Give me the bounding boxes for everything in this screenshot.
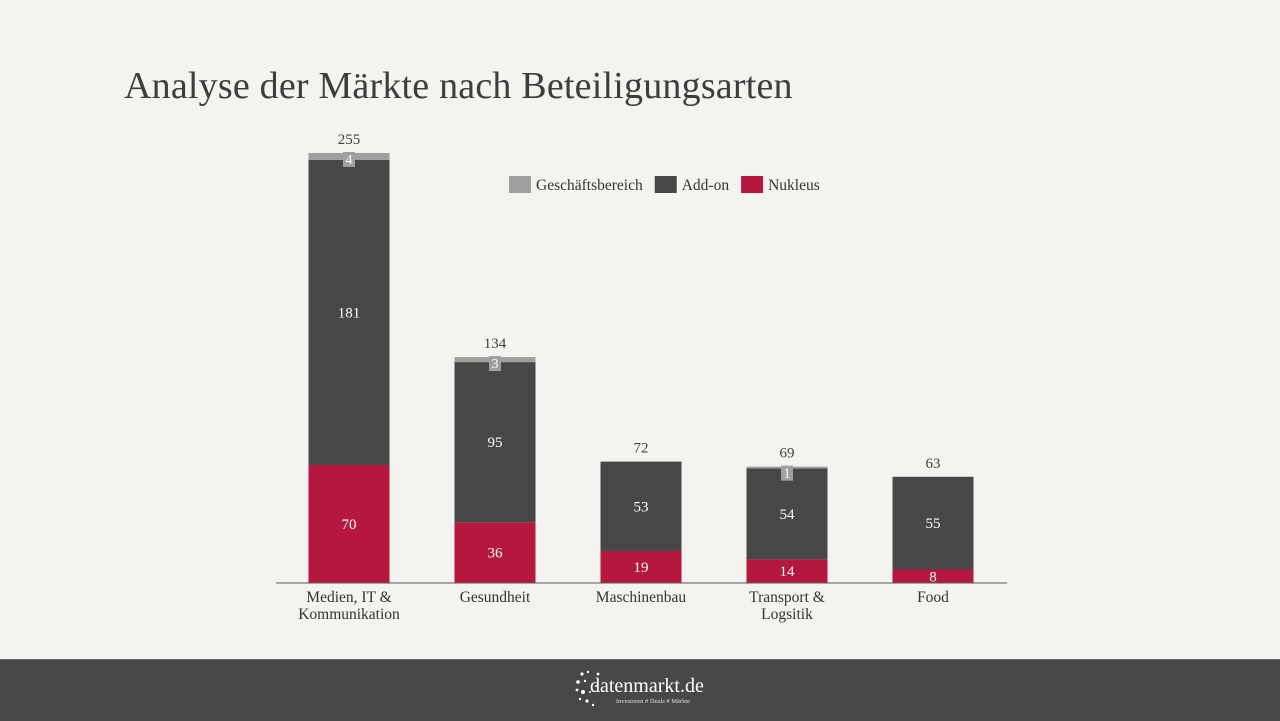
- legend-swatch: [509, 176, 531, 193]
- category-label: Logsitik: [761, 606, 813, 623]
- bar-segment: [308, 159, 390, 465]
- legend-swatch: [741, 176, 764, 193]
- bar-segment: [308, 464, 390, 583]
- data-label: 4: [346, 153, 353, 168]
- bar-segment: [454, 522, 536, 583]
- slide-title: Analyse der Märkte nach Beteiligungsarte…: [124, 65, 793, 107]
- data-label: 8: [929, 569, 937, 585]
- category-label: Food: [917, 589, 949, 606]
- legend-label: Nukleus: [768, 177, 820, 194]
- data-label: 19: [634, 560, 649, 576]
- total-label: 134: [484, 336, 507, 352]
- bar-segment: [600, 461, 682, 551]
- category-label: Kommunikation: [298, 606, 400, 623]
- footer-bar: datenmarkt.de Investoren # Deals # Märkt…: [0, 659, 1280, 721]
- legend-label: Add-on: [682, 177, 730, 194]
- bar-segment: [746, 559, 828, 583]
- datenmarkt-logo[interactable]: datenmarkt.de Investoren # Deals # Märkt…: [574, 668, 714, 714]
- data-label: 14: [780, 564, 796, 580]
- data-label-box: [343, 152, 355, 167]
- total-label: 72: [634, 441, 649, 457]
- logo-text: datenmarkt.de: [590, 675, 704, 697]
- total-label: 63: [926, 456, 941, 472]
- data-label: 36: [488, 546, 504, 562]
- data-label-box: [489, 356, 501, 372]
- legend-label: Geschäftsbereich: [536, 177, 643, 194]
- category-label: Gesundheit: [460, 589, 531, 606]
- bar-segment: [746, 468, 828, 560]
- bar-segment: [454, 362, 536, 523]
- logo-tagline: Investoren # Deals # Märkte: [616, 698, 691, 705]
- legend-swatch: [654, 176, 677, 193]
- data-label: 181: [338, 305, 361, 321]
- total-label: 255: [338, 132, 361, 148]
- data-label: 55: [926, 516, 941, 532]
- category-label: Maschinenbau: [596, 589, 687, 606]
- data-label: 3: [492, 357, 499, 372]
- category-label: Transport &: [749, 589, 825, 606]
- data-label: 54: [780, 507, 796, 523]
- dots-icon: [575, 670, 600, 707]
- data-label: 53: [634, 499, 649, 515]
- total-label: 69: [780, 446, 795, 462]
- data-label: 70: [342, 517, 357, 533]
- bar-segment: [600, 550, 682, 583]
- data-label: 1: [784, 467, 791, 482]
- bar-segment: [892, 569, 974, 583]
- data-label-box: [781, 465, 793, 481]
- category-label: Medien, IT &: [306, 589, 391, 606]
- bar-segment: [892, 476, 974, 570]
- data-label: 95: [488, 435, 503, 451]
